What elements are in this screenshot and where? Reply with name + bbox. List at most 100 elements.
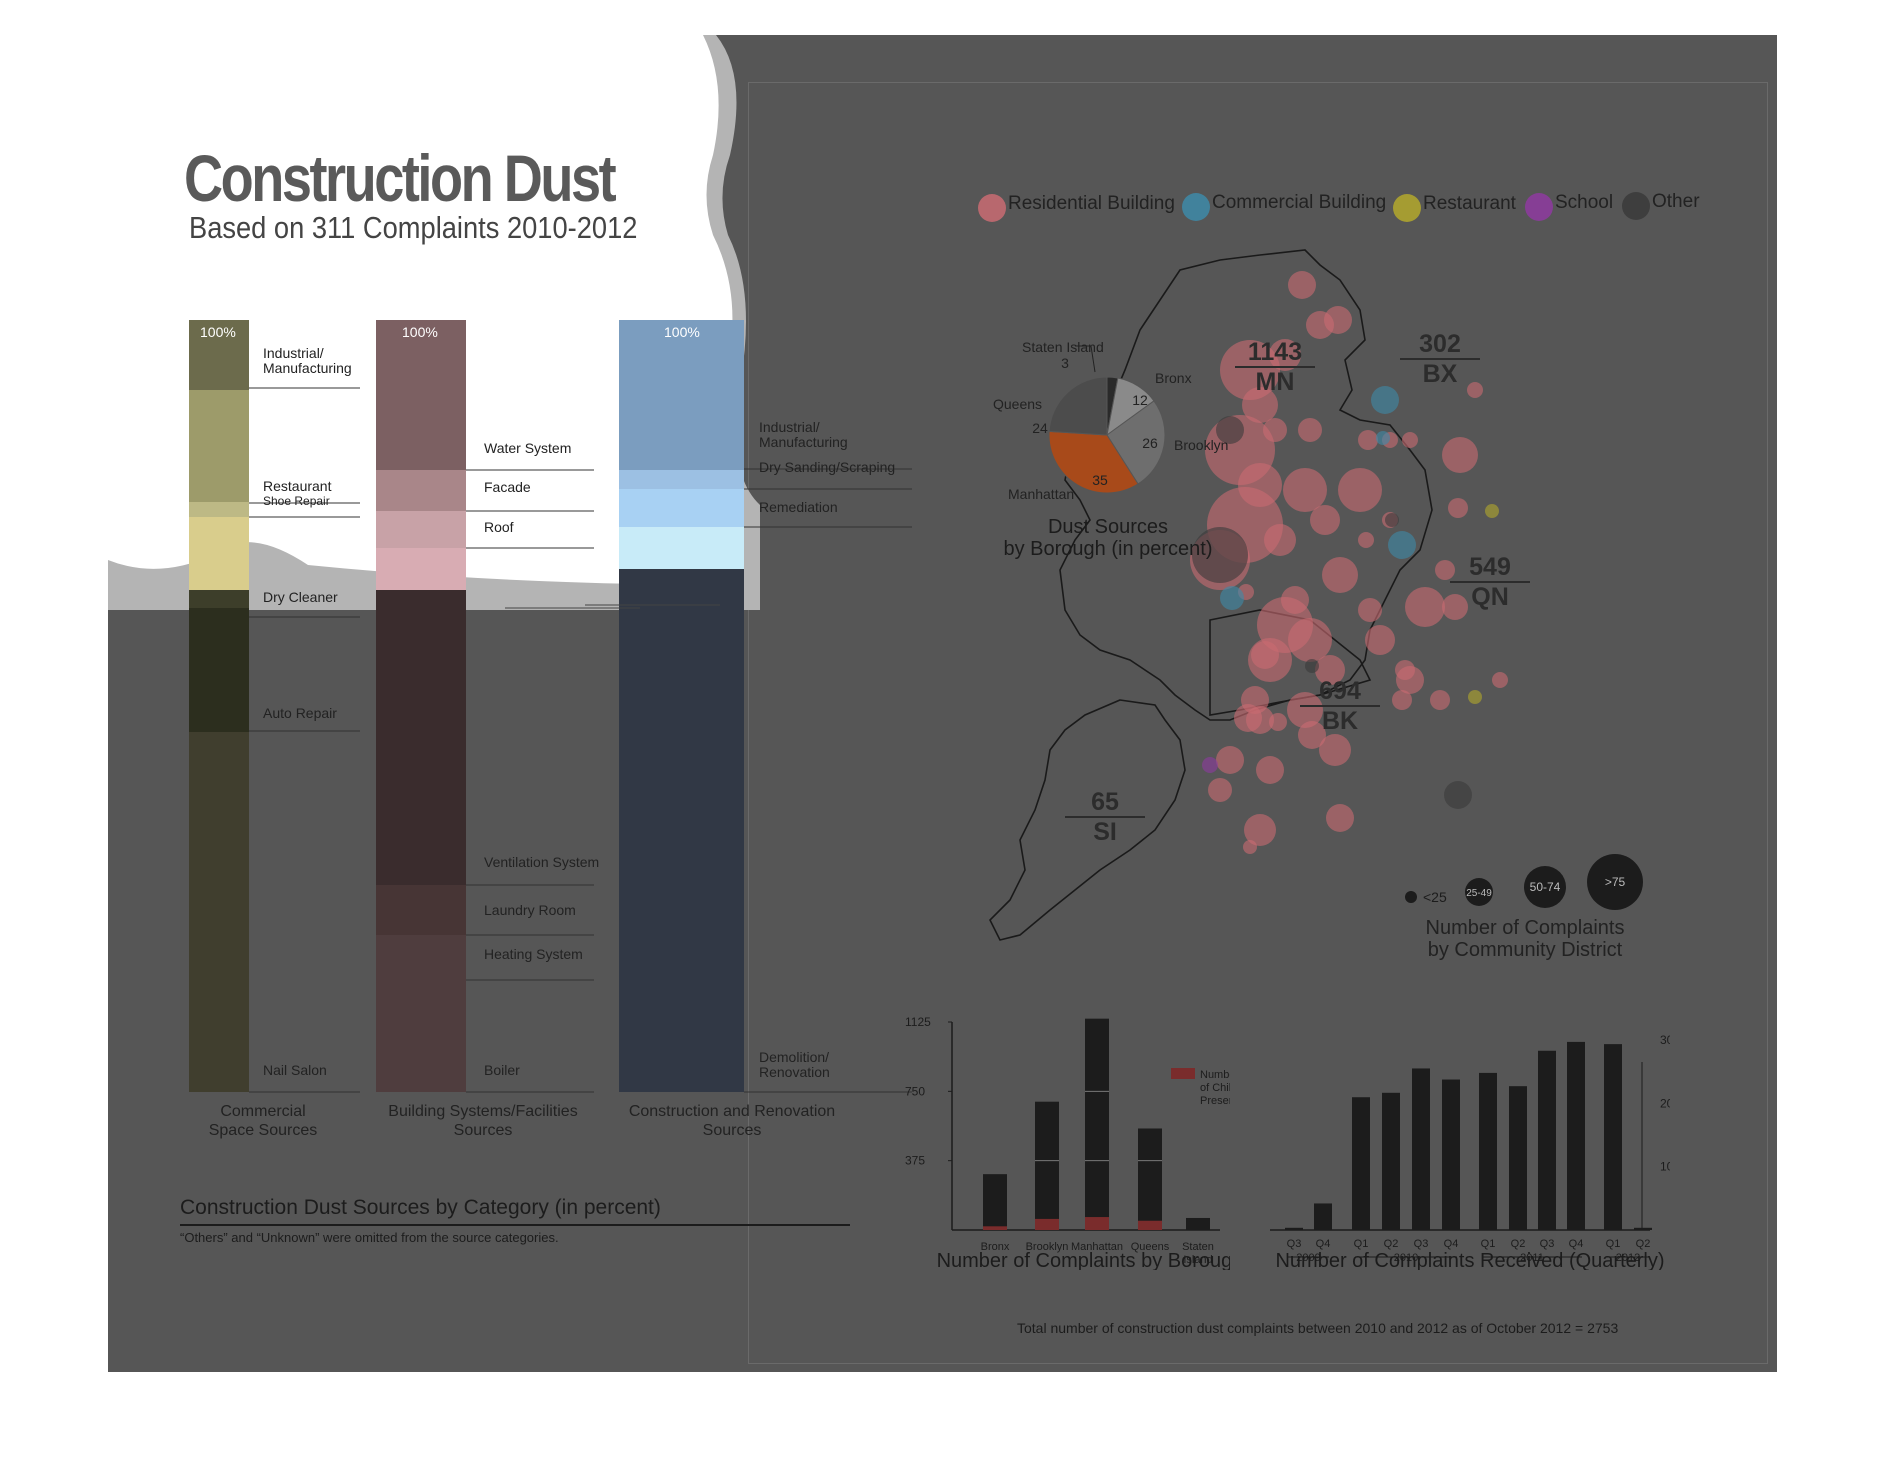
complaint-bubble-residential [1298,721,1326,749]
quarter-bar [1479,1072,1497,1230]
complaint-bubble-residential [1256,756,1284,784]
x-tick-label: Q3 [1540,1238,1555,1250]
pie-slice [1048,430,1139,494]
segment-label: Industrial/ [759,419,820,435]
size-legend-circle [1524,866,1566,908]
legend-label: Present [1200,1095,1230,1107]
x-tick-label: Q1 [1606,1238,1621,1250]
segment-label: Renovation [759,1064,830,1080]
pie-label: Queens [993,396,1042,412]
complaint-bubble-residential [1208,778,1232,802]
chart-title: Number of Complaints by Borough [937,1250,1230,1270]
legend-label: Number [1200,1069,1230,1081]
column-segment [189,608,249,732]
borough-code: MN [1255,368,1295,396]
x-tick-label: Q2 [1636,1238,1651,1250]
quarterly-bar-chart: 100 200 300 Q3 Q4 Q1 Q2 Q3 Q4 Q1 Q2 Q3 Q4 Q1 Q2 2009 201… [1270,1033,1670,1270]
complaint-bubble-residential [1326,804,1354,832]
x-tick-label: Q4 [1444,1238,1459,1250]
segment-label: Laundry Room [484,902,576,918]
complaint-bubble-residential [1287,692,1323,728]
page-subtitle: Based on 311 Complaints 2010-2012 [189,210,638,245]
x-tick-label: Staten [1182,1241,1214,1253]
borough-label: 302 BX [1400,330,1480,388]
size-legend: <25 25-49 50-74 >75 [1405,854,1643,910]
column-segment [619,320,744,470]
complaint-bubble-commercial_building [1388,531,1416,559]
column-top-percent: 100% [664,324,700,340]
x-tick-label: Q4 [1316,1238,1331,1250]
segment-label: Boiler [484,1062,520,1078]
year-label: 2010 [1394,1252,1418,1264]
legend-dot-other [1622,192,1650,220]
y-tick-label: 750 [905,1084,925,1098]
pie-slice-value: 3 [1061,355,1069,371]
complaint-bubble-residential [1442,594,1468,620]
segment-label: Roof [484,519,514,535]
pie-slice-value: 24 [1032,420,1048,436]
legend-label: School [1555,192,1614,213]
column-segment [189,732,249,1092]
quarter-bar [1538,1050,1556,1230]
x-tick-label: Island [1183,1254,1212,1266]
complaint-bubble-residential [1365,625,1395,655]
column-segment [376,511,466,548]
borough-bar [1085,1018,1109,1230]
column-caption: Sources [703,1122,762,1139]
y-tick-label: 300 [1660,1033,1670,1047]
segment-label: Heating System [484,946,583,962]
column-segment [376,935,466,980]
segment-label: Ventilation System [484,854,599,870]
segment-label: Restaurant [263,478,332,494]
complaint-bubble-residential [1319,734,1351,766]
column-segment [376,885,466,935]
x-tick-label: Brooklyn [1026,1241,1069,1253]
segment-label: Auto Repair [263,705,337,721]
size-legend-label: >75 [1605,875,1626,889]
complaint-bubble-residential [1251,641,1279,669]
nyc-map [989,249,1508,941]
year-label: 2011 [1520,1252,1544,1264]
x-tick-label: Q2 [1511,1238,1526,1250]
complaint-bubble-commercial_building [1376,431,1390,445]
pie-slice-value: 35 [1092,472,1108,488]
complaint-bubble-residential [1306,311,1334,339]
size-legend-label: 50-74 [1530,880,1561,894]
poster-frame [748,82,1768,1364]
legend-dot-commercial_building [1182,193,1210,221]
complaint-bubble-restaurant [1485,504,1499,518]
segment-label: Dry Sanding/Scraping [759,459,895,475]
children-bar [1138,1220,1162,1230]
y-tick-label: 375 [905,1154,925,1168]
x-tick-label: Queens [1131,1241,1170,1253]
column-segment [376,548,466,590]
complaint-bubble-residential [1467,382,1483,398]
x-tick-label: Q1 [1354,1238,1369,1250]
quarter-bar [1382,1092,1400,1230]
borough-bar [983,1174,1007,1230]
complaint-bubble-residential [1358,598,1382,622]
column-segment [619,527,744,569]
x-tick-label: Q4 [1569,1238,1584,1250]
size-legend-label: <25 [1423,889,1447,905]
column-segment [189,502,249,517]
column-caption: Commercial [220,1103,305,1120]
segment-label: Demolition/ [759,1049,829,1065]
complaint-bubble-commercial_building [1371,386,1399,414]
column-segment [376,980,466,1092]
column-segment [376,590,466,885]
complaint-bubble-residential [1492,672,1508,688]
complaint-bubble-commercial_building [1220,586,1244,610]
complaint-bubble-other [1216,416,1244,444]
year-label: 2009 [1296,1252,1320,1264]
quarter-bar [1634,1227,1652,1230]
x-tick-label: Q2 [1384,1238,1399,1250]
legend-swatch [1171,1068,1195,1079]
segment-label: Remediation [759,499,838,515]
borough-count: 302 [1400,330,1480,360]
complaint-bubble-school [1202,757,1218,773]
legend-dot-residential [978,194,1006,222]
